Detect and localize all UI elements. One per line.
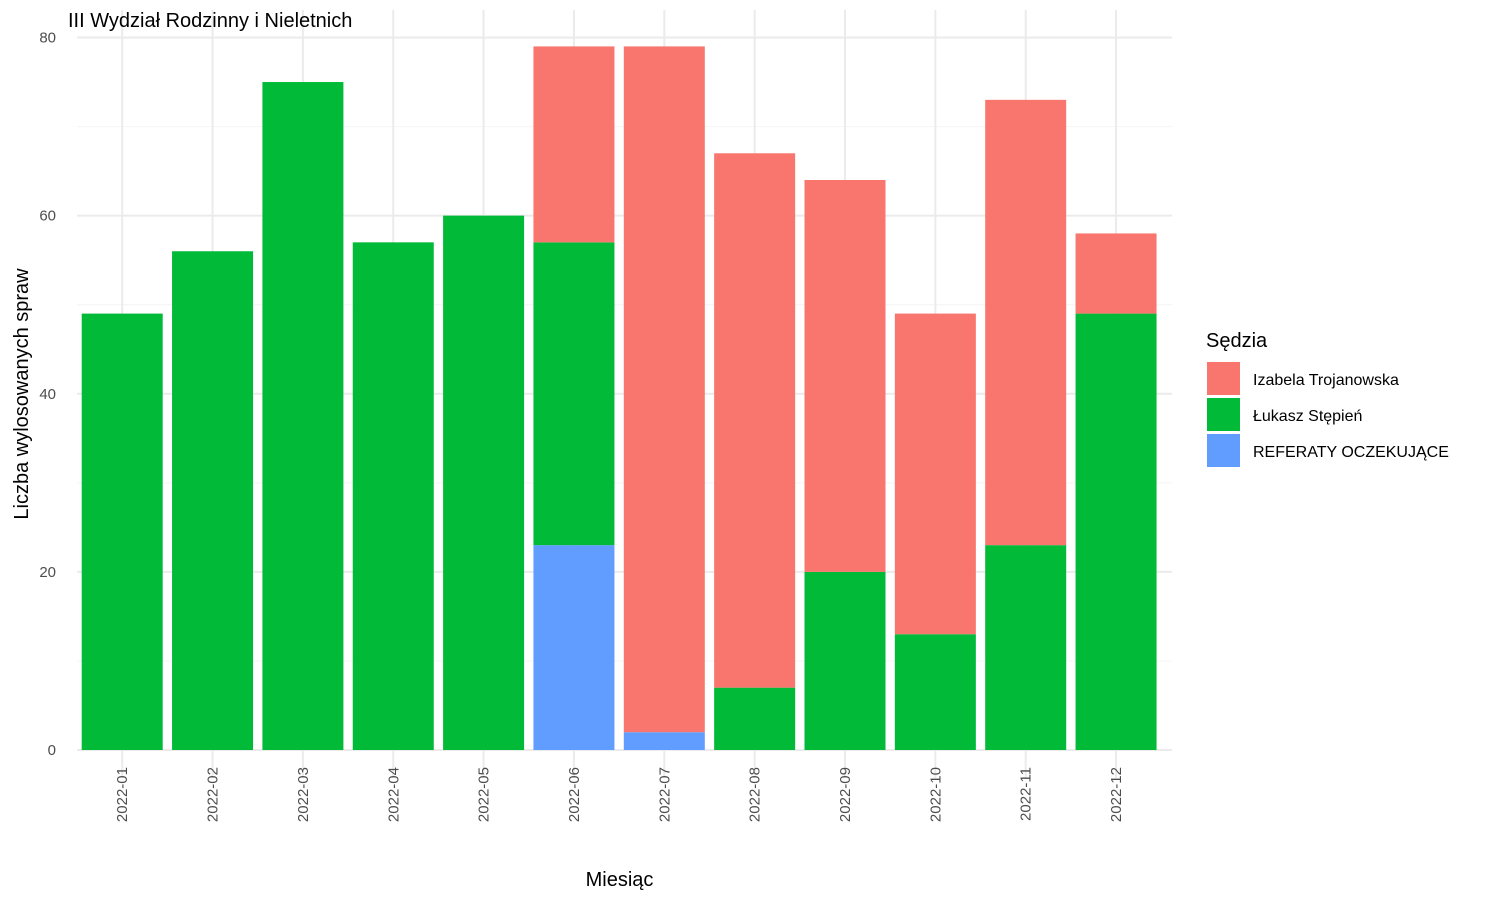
y-axis-ticks: 0 20 40 60 80: [39, 30, 56, 760]
bar-2022-10-izabela-trojanowska: [894, 313, 976, 635]
y-tick-label: 60: [39, 208, 56, 225]
x-tick-label: 2022-10: [927, 767, 944, 822]
bar-2022-04-łukasz-stępień: [352, 242, 434, 750]
legend: Sędzia Izabela Trojanowska Łukasz Stępień…: [1206, 330, 1449, 467]
legend-items: Izabela Trojanowska Łukasz Stępień REFERAT…: [1207, 362, 1449, 467]
legend-key-łukasz-stępień: [1207, 398, 1240, 431]
x-tick-label: 2022-05: [476, 767, 493, 822]
bar-2022-03-łukasz-stępień: [262, 82, 344, 750]
y-tick-label: 80: [39, 30, 56, 47]
legend-key-izabela-trojanowska: [1207, 362, 1240, 395]
x-axis-ticks: 2022-01 2022-02 2022-03 2022-04 2022-05 2022-…: [114, 767, 1125, 822]
bar-2022-07-referaty-oczekujące: [623, 732, 705, 750]
bar-2022-12-łukasz-stępień: [1075, 313, 1157, 750]
x-tick-label: 2022-12: [1108, 767, 1125, 822]
bar-2022-06-izabela-trojanowska: [533, 46, 615, 243]
bar-2022-10-łukasz-stępień: [894, 634, 976, 750]
legend-label: REFERATY OCZEKUJĄCE: [1253, 444, 1449, 461]
x-tick-label: 2022-08: [747, 767, 764, 822]
y-axis-title: Liczba wylosowanych spraw: [11, 268, 33, 520]
x-tick-label: 2022-09: [837, 767, 854, 822]
bar-2022-06-referaty-oczekujące: [533, 545, 615, 750]
bar-2022-01-łukasz-stępień: [81, 313, 163, 750]
legend-label: Izabela Trojanowska: [1253, 372, 1399, 389]
y-tick-label: 20: [39, 564, 56, 581]
x-tick-label: 2022-04: [385, 767, 402, 822]
y-tick-label: 0: [48, 742, 56, 759]
bar-2022-09-łukasz-stępień: [804, 571, 886, 750]
x-tick-label: 2022-01: [114, 767, 131, 822]
bar-2022-02-łukasz-stępień: [172, 251, 254, 750]
x-tick-label: 2022-06: [566, 767, 583, 822]
x-tick-label: 2022-07: [656, 767, 673, 822]
bar-2022-06-łukasz-stępień: [533, 242, 615, 546]
x-tick-label: 2022-03: [295, 767, 312, 822]
x-axis-title: Miesiąc: [586, 869, 654, 891]
bar-2022-07-izabela-trojanowska: [623, 46, 705, 733]
bars: [81, 46, 1157, 750]
legend-label: Łukasz Stępień: [1253, 408, 1362, 425]
legend-key-referaty-oczekujące: [1207, 434, 1240, 467]
bar-2022-08-izabela-trojanowska: [714, 153, 796, 688]
x-tick-label: 2022-11: [1018, 767, 1035, 821]
bar-2022-11-izabela-trojanowska: [985, 99, 1067, 546]
bar-2022-11-łukasz-stępień: [985, 545, 1067, 750]
bar-2022-09-izabela-trojanowska: [804, 180, 886, 572]
legend-title: Sędzia: [1206, 330, 1268, 352]
chart-title: III Wydział Rodzinny i Nieletnich: [68, 10, 352, 32]
bar-2022-05-łukasz-stępień: [443, 215, 525, 750]
x-tick-label: 2022-02: [205, 767, 222, 822]
y-tick-label: 40: [39, 386, 56, 403]
bar-2022-12-izabela-trojanowska: [1075, 233, 1157, 314]
bar-2022-08-łukasz-stępień: [714, 687, 796, 750]
